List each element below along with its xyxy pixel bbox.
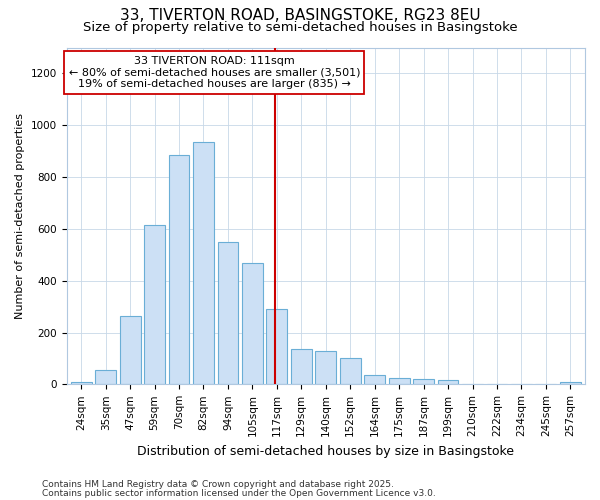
Bar <box>340 358 361 384</box>
Bar <box>95 370 116 384</box>
Bar <box>316 350 336 384</box>
Y-axis label: Number of semi-detached properties: Number of semi-detached properties <box>15 113 25 319</box>
Bar <box>169 155 190 384</box>
Bar <box>193 142 214 384</box>
Bar <box>413 379 434 384</box>
Text: Contains HM Land Registry data © Crown copyright and database right 2025.: Contains HM Land Registry data © Crown c… <box>42 480 394 489</box>
Bar <box>144 225 165 384</box>
Bar <box>218 242 238 384</box>
Bar <box>120 316 140 384</box>
Bar <box>389 378 410 384</box>
Text: 33 TIVERTON ROAD: 111sqm
← 80% of semi-detached houses are smaller (3,501)
19% o: 33 TIVERTON ROAD: 111sqm ← 80% of semi-d… <box>68 56 360 89</box>
Bar <box>71 382 92 384</box>
Bar <box>364 376 385 384</box>
Text: Contains public sector information licensed under the Open Government Licence v3: Contains public sector information licen… <box>42 488 436 498</box>
X-axis label: Distribution of semi-detached houses by size in Basingstoke: Distribution of semi-detached houses by … <box>137 444 514 458</box>
Text: Size of property relative to semi-detached houses in Basingstoke: Size of property relative to semi-detach… <box>83 21 517 34</box>
Text: 33, TIVERTON ROAD, BASINGSTOKE, RG23 8EU: 33, TIVERTON ROAD, BASINGSTOKE, RG23 8EU <box>119 8 481 22</box>
Bar <box>266 309 287 384</box>
Bar <box>291 350 312 384</box>
Bar <box>242 262 263 384</box>
Bar <box>437 380 458 384</box>
Bar <box>560 382 581 384</box>
